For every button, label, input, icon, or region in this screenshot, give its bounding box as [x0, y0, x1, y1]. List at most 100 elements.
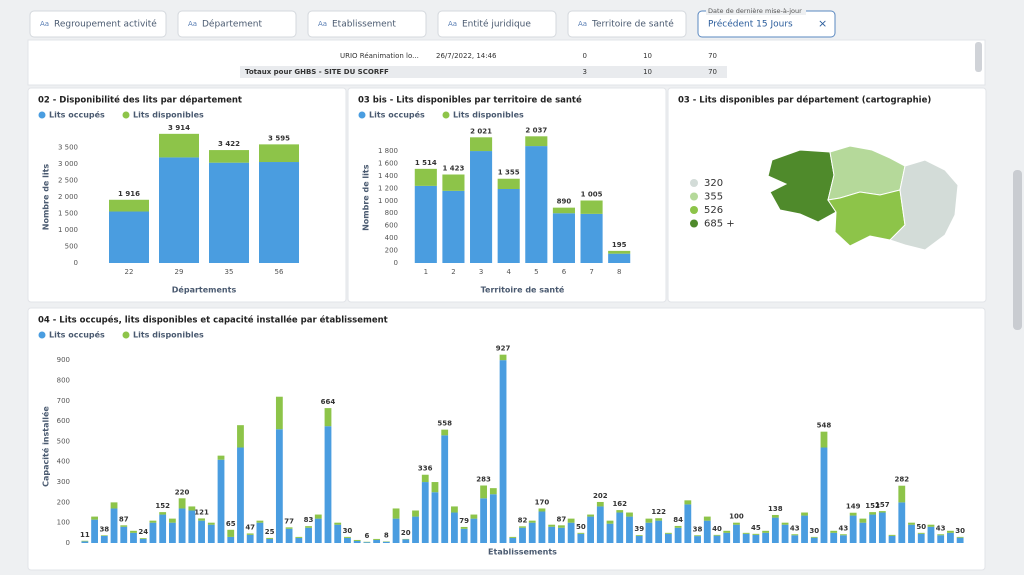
filter-label: Etablissement: [332, 20, 396, 30]
bar-segment: [168, 518, 176, 523]
y-tick-label: 1 800: [378, 147, 398, 155]
total-label: 30: [809, 527, 819, 535]
bar-segment: [859, 518, 867, 523]
bar-segment: [266, 537, 274, 539]
y-tick-label: 600: [57, 417, 70, 425]
bar-segment: [431, 492, 439, 543]
legend-label: Lits occupés: [49, 110, 105, 120]
bar-segment: [392, 518, 400, 543]
total-label: 890: [557, 198, 572, 206]
y-axis-label: Capacité installée: [41, 406, 51, 487]
total-label: 157: [875, 501, 890, 509]
bar-segment: [414, 185, 437, 263]
page-scrollbar[interactable]: [1013, 170, 1022, 330]
x-tick-label: 6: [562, 268, 567, 276]
scrollbar[interactable]: [975, 42, 982, 72]
chart-title: 03 bis - Lits disponibles par territoire…: [358, 95, 582, 106]
bar-segment: [694, 536, 701, 543]
bar-segment: [421, 482, 429, 543]
bar-segment: [762, 530, 770, 533]
bar-segment: [519, 527, 526, 543]
y-tick-label: 300: [57, 478, 70, 486]
x-tick-label: 7: [589, 268, 593, 276]
bar-segment: [664, 532, 672, 534]
y-tick-label: 3 000: [58, 160, 78, 168]
bar-segment: [684, 504, 692, 543]
bar-segment: [256, 522, 264, 543]
bar-segment: [353, 540, 361, 543]
total-label: 39: [634, 525, 644, 533]
row-value: 10: [643, 68, 652, 76]
total-label: 664: [321, 398, 336, 406]
bar-segment: [956, 536, 964, 538]
bar-segment: [733, 524, 740, 543]
total-label: 2 037: [525, 126, 547, 134]
bar-segment: [120, 526, 128, 543]
row-label: Totaux pour GHBS - SITE DU SCORFF: [245, 68, 389, 76]
bar-segment: [791, 535, 799, 543]
total-label: 202: [593, 492, 608, 500]
total-label: 1 916: [118, 190, 140, 198]
table-panel: [27, 39, 986, 86]
y-tick-label: 0: [74, 259, 78, 267]
bar-segment: [713, 534, 721, 536]
bar-segment: [246, 534, 254, 543]
filter-button[interactable]: [177, 10, 297, 38]
y-tick-label: 100: [57, 519, 70, 527]
department-shape[interactable]: [889, 159, 959, 251]
bar-segment: [626, 516, 633, 543]
bar-segment: [830, 532, 838, 543]
x-tick-label: 4: [506, 268, 511, 276]
bar-segment: [580, 213, 603, 263]
bar-segment: [898, 485, 906, 503]
bar-segment: [908, 522, 915, 525]
bar-segment: [947, 530, 954, 533]
bar-segment: [548, 524, 556, 527]
y-tick-label: 0: [66, 539, 70, 547]
bar-segment: [528, 520, 536, 523]
y-tick-label: 1 000: [378, 197, 398, 205]
bar-segment: [567, 518, 575, 523]
bar-segment: [305, 527, 312, 543]
total-label: 87: [119, 515, 129, 523]
clear-button[interactable]: ×: [818, 17, 827, 30]
legend-label: Lits disponibles: [453, 111, 524, 120]
row-value: 10: [643, 52, 652, 60]
y-tick-label: 1 600: [378, 159, 398, 167]
bar-segment: [412, 510, 419, 517]
total-label: 38: [693, 525, 703, 533]
bar-segment: [869, 514, 877, 543]
total-row-bg: [240, 66, 727, 78]
bar-segment: [227, 536, 235, 543]
bar-segment: [421, 474, 429, 483]
bar-segment: [596, 501, 604, 507]
filter-label: Regroupement activité: [54, 19, 157, 30]
bar-segment: [525, 136, 548, 147]
bar-segment: [373, 539, 381, 543]
y-tick-label: 1 000: [58, 226, 78, 234]
total-label: 100: [729, 513, 744, 521]
y-tick-label: 500: [57, 437, 70, 445]
filter-button[interactable]: [29, 10, 167, 38]
total-label: 138: [768, 505, 783, 513]
filter-button[interactable]: [567, 10, 687, 38]
bar-segment: [246, 533, 254, 535]
filter-button[interactable]: [437, 10, 557, 38]
total-label: 83: [304, 516, 314, 524]
bar-segment: [499, 360, 507, 543]
legend-label: Lits occupés: [49, 330, 105, 340]
bar-segment: [655, 520, 663, 543]
total-label: 84: [673, 516, 683, 524]
bar-segment: [130, 530, 137, 533]
bar-segment: [645, 522, 653, 543]
bar-segment: [460, 526, 468, 529]
filter-icon: Aa: [318, 20, 327, 28]
bar-segment: [849, 515, 857, 543]
bar-segment: [237, 447, 244, 543]
x-tick-label: 8: [617, 268, 621, 276]
row-value: 0: [583, 52, 587, 60]
filter-button[interactable]: [307, 10, 427, 38]
total-label: 1 005: [581, 190, 603, 198]
y-tick-label: 1 500: [58, 210, 78, 218]
total-label: 1 355: [498, 169, 520, 177]
